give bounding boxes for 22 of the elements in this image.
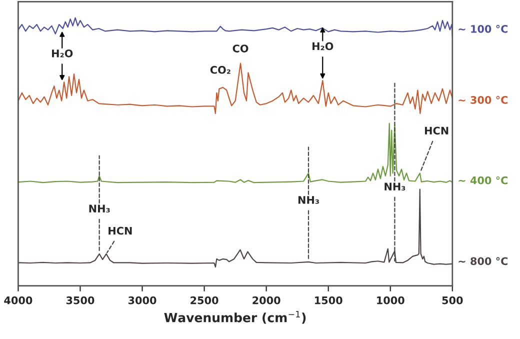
- annotation: NH₃: [89, 204, 110, 212]
- x-tick-label: 3000: [128, 296, 156, 304]
- annotation: CO: [232, 44, 248, 52]
- x-axis-title: Wavenumber (cm$^{−1}$): [164, 310, 306, 324]
- series-label: ~ 100 °C: [458, 24, 508, 33]
- series-label: ~ 400 °C: [458, 176, 508, 184]
- annotation: NH₃: [384, 182, 406, 190]
- annotation: NH₃: [298, 196, 319, 204]
- x-tick-label: 2500: [190, 296, 218, 304]
- x-tick-label: 500: [442, 296, 463, 304]
- series-label: ~ 300 °C: [458, 96, 508, 104]
- series-label: ~ 800 °C: [458, 257, 508, 266]
- annotation: HCN: [424, 126, 448, 135]
- x-tick-label: 3500: [66, 296, 94, 304]
- annotation: CO₂: [210, 66, 230, 74]
- annotation: H₂O: [312, 42, 334, 50]
- x-tick-label: 1000: [377, 296, 404, 304]
- x-tick-label: 2000: [252, 296, 280, 304]
- annotation: H₂O: [52, 49, 73, 58]
- annotation: HCN: [108, 226, 132, 235]
- x-tick-label: 4000: [4, 296, 32, 304]
- x-tick-label: 1500: [315, 296, 342, 304]
